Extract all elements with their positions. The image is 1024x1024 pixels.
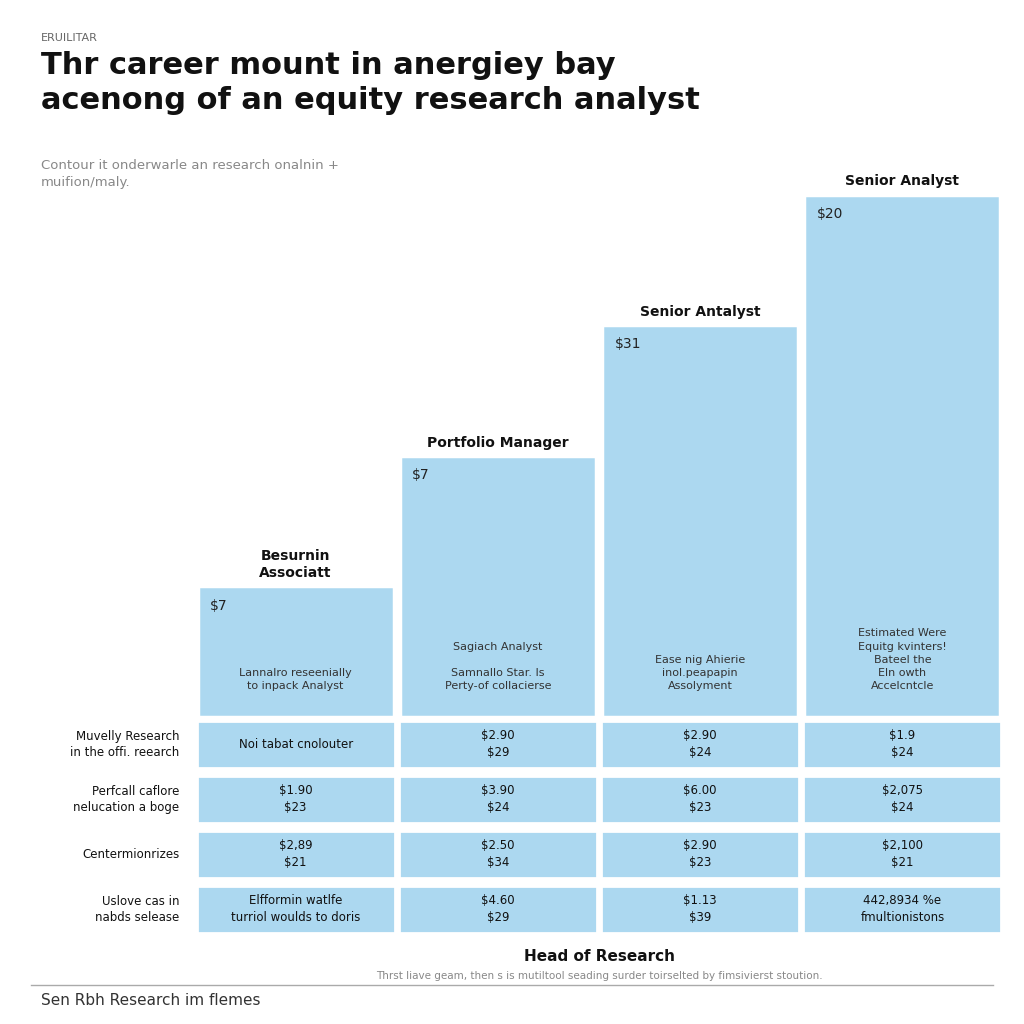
Text: Head of Research: Head of Research xyxy=(523,949,675,965)
Text: Thr career mount in anergiey bay
acenong of an equity research analyst: Thr career mount in anergiey bay acenong… xyxy=(41,51,699,115)
Text: Noi tabat cnolouter: Noi tabat cnolouter xyxy=(239,738,353,751)
Bar xyxy=(601,776,799,823)
Bar xyxy=(399,886,597,933)
Text: Thrst liave geam, then s is mutiltool seading surder toirselted by fimsivierst s: Thrst liave geam, then s is mutiltool se… xyxy=(376,971,822,981)
Text: Perfcall caflore
nelucation a boge: Perfcall caflore nelucation a boge xyxy=(73,784,179,814)
Text: $2.50
$34: $2.50 $34 xyxy=(481,840,515,869)
Bar xyxy=(805,195,1000,717)
Text: $2,075
$24: $2,075 $24 xyxy=(882,784,923,814)
Bar xyxy=(399,831,597,878)
Text: Sen Rbh Research im flemes: Sen Rbh Research im flemes xyxy=(41,993,260,1009)
Text: Estimated Were
Equitg kvinters!
Bateel the
Eln owth
Accelcntcle: Estimated Were Equitg kvinters! Bateel t… xyxy=(858,629,947,691)
Text: Ease nig Ahierie
inol.peapapin
Assolyment: Ease nig Ahierie inol.peapapin Assolymen… xyxy=(655,654,745,691)
Text: 442,8934 %e
fmultionistons: 442,8934 %e fmultionistons xyxy=(860,894,944,925)
Text: Senior Antalyst: Senior Antalyst xyxy=(640,305,761,319)
Text: $2.90
$24: $2.90 $24 xyxy=(683,729,717,760)
Text: $3.90
$24: $3.90 $24 xyxy=(481,784,515,814)
Text: Besurnin
Associatt: Besurnin Associatt xyxy=(259,549,332,580)
Bar xyxy=(803,776,1001,823)
Text: $7: $7 xyxy=(412,468,430,482)
Bar xyxy=(602,326,799,717)
Text: Muvelly Research
in the offi. reearch: Muvelly Research in the offi. reearch xyxy=(70,730,179,759)
Text: $31: $31 xyxy=(614,338,641,351)
Text: $1.13
$39: $1.13 $39 xyxy=(683,894,717,925)
Text: Contour it onderwarle an research onalnin +
muifion/maly.: Contour it onderwarle an research onalni… xyxy=(41,159,339,188)
Bar xyxy=(803,831,1001,878)
Bar xyxy=(197,776,395,823)
Bar xyxy=(399,456,596,717)
Bar xyxy=(601,886,799,933)
Text: $2,89
$21: $2,89 $21 xyxy=(279,840,312,869)
Bar xyxy=(197,886,395,933)
Text: Centermionrizes: Centermionrizes xyxy=(82,848,179,861)
Text: $2,100
$21: $2,100 $21 xyxy=(882,840,923,869)
Text: $1.90
$23: $1.90 $23 xyxy=(279,784,312,814)
Text: ERUILITAR: ERUILITAR xyxy=(41,33,98,43)
Text: Lannalro reseenially
to inpack Analyst: Lannalro reseenially to inpack Analyst xyxy=(240,668,352,691)
Text: Uslove cas in
nabds selease: Uslove cas in nabds selease xyxy=(95,895,179,924)
Text: Sagiach Analyst

Samnallo Star. Is
Perty-of collacierse: Sagiach Analyst Samnallo Star. Is Perty-… xyxy=(444,642,551,691)
Bar xyxy=(803,721,1001,768)
Bar xyxy=(601,831,799,878)
Text: Portfolio Manager: Portfolio Manager xyxy=(427,435,568,450)
Bar xyxy=(601,721,799,768)
Bar xyxy=(197,721,395,768)
Text: $2.90
$29: $2.90 $29 xyxy=(481,729,515,760)
Bar xyxy=(198,586,393,717)
Text: $4.60
$29: $4.60 $29 xyxy=(481,894,515,925)
Bar xyxy=(803,886,1001,933)
Bar xyxy=(399,776,597,823)
Text: $1.9
$24: $1.9 $24 xyxy=(889,729,915,760)
Text: Senior Analyst: Senior Analyst xyxy=(846,174,959,188)
Text: $2.90
$23: $2.90 $23 xyxy=(683,840,717,869)
Text: $7: $7 xyxy=(210,598,227,612)
Text: $6.00
$23: $6.00 $23 xyxy=(683,784,717,814)
Text: Elfformin watlfe
turriol woulds to doris: Elfformin watlfe turriol woulds to doris xyxy=(231,894,360,925)
Text: $20: $20 xyxy=(817,207,843,221)
Bar xyxy=(197,831,395,878)
Bar xyxy=(399,721,597,768)
